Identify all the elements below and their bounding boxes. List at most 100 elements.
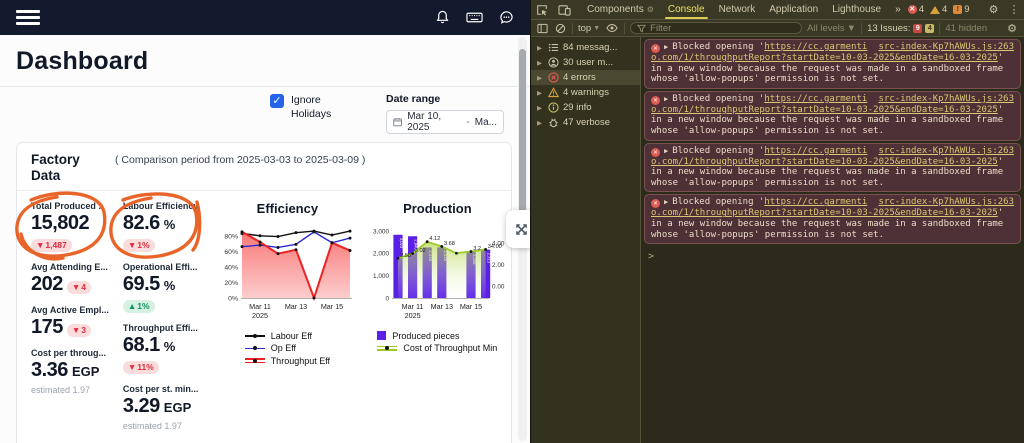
expand-triangle-icon[interactable]: ▶: [664, 94, 669, 103]
source-link[interactable]: src-index-Kp7hAWUs.js:263: [878, 145, 1014, 156]
console-filter-input[interactable]: Filter: [630, 22, 803, 34]
settings-gear-icon[interactable]: ⚙: [988, 4, 999, 16]
legend-item[interactable]: Produced pieces: [377, 331, 497, 341]
svg-text:Mar 13: Mar 13: [431, 302, 453, 311]
console-error-message[interactable]: src-index-Kp7hAWUs.js:263 ✕ ▶ Blocked openi…: [644, 90, 1021, 141]
card-title: Factory Data: [31, 152, 80, 183]
trend-badge: ▼ 1,487: [31, 238, 72, 252]
arrow-down-icon: ▼: [71, 325, 81, 336]
devtools-panel: Components ⚙ Console Network Application Ligh…: [530, 0, 1024, 443]
arrow-down-icon: ▼: [127, 362, 137, 373]
scrollbar-thumb[interactable]: [519, 49, 526, 221]
blocked-url-link[interactable]: https://cc.garmentio.com/1/throughputRep…: [651, 42, 998, 63]
sidebar-filter-30-user-m-[interactable]: ▶ 30 user m...: [537, 57, 614, 68]
legend-item[interactable]: Throughput Eff: [244, 356, 330, 366]
ignore-holidays-label: Ignore Holidays: [291, 94, 332, 121]
disclosure-triangle-icon: ▶: [537, 59, 542, 67]
blocked-url-link[interactable]: https://cc.garmentio.com/1/throughputRep…: [651, 93, 998, 115]
error-icon: ✕: [651, 199, 660, 209]
svg-text:20%: 20%: [225, 280, 239, 287]
device-toolbar-icon[interactable]: [553, 0, 576, 19]
log-levels-dropdown[interactable]: All levels ▼: [807, 22, 857, 34]
console-error-count[interactable]: ✕ 4: [907, 4, 924, 15]
menu-icon[interactable]: [16, 7, 40, 29]
legend-item[interactable]: Labour Eff: [244, 331, 330, 341]
svg-text:Mar 15: Mar 15: [321, 302, 343, 311]
console-prompt[interactable]: >: [648, 251, 655, 263]
svg-text:4.12: 4.12: [430, 236, 441, 242]
devtools-menu-icon[interactable]: ⋮: [1008, 4, 1020, 16]
production-plot: 0 1,000 2,000 3,000 0.00 2.00 4.00 3,023 2,949 2,…: [362, 218, 512, 326]
tab-components[interactable]: Components ⚙: [587, 4, 654, 15]
production-legend: Produced pieces Cost of Throughput Min: [377, 328, 497, 356]
metric-value: 15,802: [31, 212, 90, 235]
console-messages: src-index-Kp7hAWUs.js:263 ✕ ▶ Blocked openi…: [641, 37, 1024, 443]
keyboard-icon[interactable]: [466, 10, 483, 25]
expand-triangle-icon[interactable]: ▶: [664, 43, 669, 51]
sidebar-filter-84-messag-[interactable]: ▶ 84 messag...: [537, 42, 618, 53]
svg-text:2,000: 2,000: [373, 251, 389, 258]
tab-lighthouse[interactable]: Lighthouse: [832, 4, 882, 15]
expand-triangle-icon[interactable]: ▶: [664, 146, 669, 155]
devtools-tab-bar: Components ⚙ Console Network Application Ligh…: [531, 0, 1024, 20]
issues-summary[interactable]: 13 Issues: 9 4: [867, 23, 935, 34]
svg-text:2,949: 2,949: [414, 239, 419, 250]
chat-icon[interactable]: [499, 10, 514, 25]
sidebar-filter-4-errors[interactable]: ▶ 4 errors: [531, 70, 640, 85]
info-icon: [548, 102, 559, 113]
console-error-message[interactable]: src-index-Kp7hAWUs.js:263 ✕ ▶ Blocked openi…: [644, 39, 1021, 89]
console-error-message[interactable]: src-index-Kp7hAWUs.js:263 ✕ ▶ Blocked openi…: [644, 194, 1021, 245]
svg-text:60%: 60%: [225, 249, 239, 256]
issues-icon: !: [953, 5, 963, 14]
disclosure-triangle-icon: ▶: [537, 104, 542, 112]
console-warning-count[interactable]: 4: [929, 4, 947, 15]
issues-count[interactable]: ! 9: [953, 4, 970, 15]
collapse-panel-button[interactable]: [506, 210, 530, 248]
clear-console-icon[interactable]: [554, 23, 567, 34]
bell-icon[interactable]: [435, 10, 450, 25]
svg-text:80%: 80%: [225, 233, 239, 240]
sidebar-filter-4-warnings[interactable]: ▶ 4 warnings: [537, 87, 609, 98]
ignore-holidays-checkbox[interactable]: ✓: [270, 94, 284, 108]
tab-console[interactable]: Console: [661, 0, 712, 19]
svg-text:40%: 40%: [225, 264, 239, 271]
more-tabs-chevron[interactable]: »: [895, 4, 901, 15]
console-sidebar: ▶ 84 messag... ▶ 30 user m... ▶ 4 errors ▶ 4 wa…: [531, 37, 641, 443]
arrow-up-icon: ▲: [127, 301, 137, 312]
efficiency-plot: 0% 20% 40% 60% 80% Mar 11 Mar 13 Mar 15 2025: [212, 218, 362, 326]
blocked-url-link[interactable]: https://cc.garmentio.com/1/throughputRep…: [651, 145, 998, 167]
metric-throughput-effi: Throughput Effi... 68.1 % ▼ 11%: [122, 323, 198, 374]
metric-estimate: estimated 1.97: [31, 385, 91, 396]
metric-avg-attending-e: Avg Attending E... 202 ▼ 4: [31, 262, 108, 296]
source-link[interactable]: src-index-Kp7hAWUs.js:263: [878, 93, 1014, 104]
legend-item[interactable]: Cost of Throughput Min: [377, 343, 497, 353]
source-link[interactable]: src-index-Kp7hAWUs.js:263: [878, 42, 1014, 52]
metric-value: 69.5: [122, 273, 160, 296]
source-link[interactable]: src-index-Kp7hAWUs.js:263: [878, 197, 1014, 208]
error-icon: ✕: [907, 5, 917, 14]
console-error-message[interactable]: src-index-Kp7hAWUs.js:263 ✕ ▶ Blocked openi…: [644, 142, 1021, 193]
tab-application[interactable]: Application: [769, 4, 819, 15]
legend-item[interactable]: Op Eff: [244, 343, 330, 353]
blocked-url-link[interactable]: https://cc.garmentio.com/1/throughputRep…: [651, 197, 998, 219]
date-range-input[interactable]: Mar 10, 2025 - Ma...: [386, 110, 504, 134]
sidebar-filter-29-info[interactable]: ▶ 29 info: [537, 102, 592, 113]
trend-badge: ▼ 4: [66, 280, 92, 294]
extension-gear-icon: ⚙: [646, 5, 654, 14]
sidebar-filter-47-verbose[interactable]: ▶ 47 verbose: [537, 117, 611, 128]
console-settings-gear-icon[interactable]: ⚙: [1007, 22, 1017, 35]
live-expression-eye-icon[interactable]: [605, 23, 619, 33]
comparison-period: ( Comparison period from 2025-03-03 to 2…: [115, 154, 366, 166]
metrics-column-2: Labour Efficiency 82.6 % ▼ 1% Operational…: [122, 201, 199, 440]
console-sidebar-toggle-icon[interactable]: [536, 23, 549, 34]
svg-text:1,000: 1,000: [373, 273, 389, 280]
svg-text:3,023: 3,023: [399, 238, 404, 249]
context-selector[interactable]: top ▼: [578, 22, 601, 34]
svg-text:Mar 15: Mar 15: [460, 302, 482, 311]
inspect-element-icon[interactable]: [531, 0, 553, 19]
error-icon: ✕: [651, 147, 660, 157]
expand-triangle-icon[interactable]: ▶: [664, 198, 669, 207]
trend-badge: ▼ 1%: [122, 238, 155, 252]
tab-network[interactable]: Network: [718, 4, 756, 15]
metric-cost-per-st-min: Cost per st. min... 3.29 EGP estimated 1…: [122, 384, 199, 432]
